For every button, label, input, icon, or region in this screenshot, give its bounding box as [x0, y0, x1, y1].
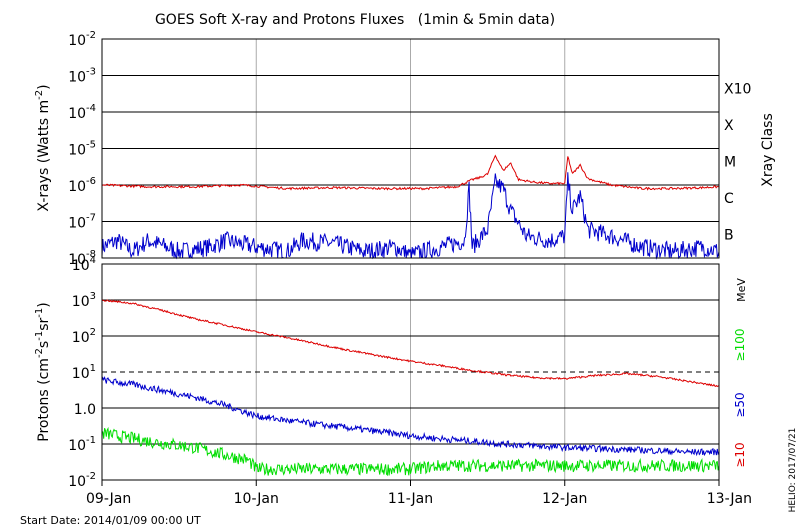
chart-title: GOES Soft X-ray and Protons Fluxes (1min…: [155, 12, 555, 28]
xray-y-axis-label: X-rays (Watts m-2): [34, 84, 52, 211]
proton-y-tick-exponent: 1: [90, 363, 96, 374]
xray-y-tick-label: 10-3: [68, 67, 96, 86]
start-date-label: Start Date: 2014/01/09 00:00 UT: [20, 514, 201, 527]
proton-energy-unit-label: MeV: [735, 278, 748, 302]
xray-y-tick-base: 10: [68, 70, 86, 86]
xray-y-tick-exponent: -8: [86, 249, 96, 260]
proton-y-axis-label: Protons (cm-2s-1sr-1): [34, 302, 52, 441]
xray-y-tick-exponent: -5: [86, 140, 96, 151]
xray-y-tick-base: 10: [68, 106, 86, 122]
x-tick-label: 09-Jan: [86, 491, 131, 507]
proton-y-tick-label: 10-1: [68, 435, 96, 454]
xray-long-channel-line: [101, 154, 720, 191]
xray-class-axis-label: Xray Class: [760, 113, 776, 187]
xray-y-tick-exponent: -2: [86, 30, 96, 41]
xray-series: [101, 154, 720, 260]
x-tick-label: 13-Jan: [707, 491, 752, 507]
xray-class-x10: X10: [724, 82, 751, 98]
legend-entry: ≥100: [733, 329, 747, 362]
proton-legend: ≥100 ≥50 ≥10: [733, 329, 747, 468]
xray-y-tick-labels: 10-210-310-410-510-610-710-8: [68, 30, 96, 268]
xray-y-tick-label: 10-4: [68, 103, 96, 122]
x-tick-label: 10-Jan: [234, 491, 279, 507]
proton-100mev-line: [101, 426, 720, 477]
xray-y-tick-label: 10-5: [68, 140, 96, 159]
proton-y-tick-label: 102: [72, 327, 96, 346]
proton-y-tick-base: 10: [72, 366, 90, 382]
xray-class-m: M: [724, 155, 736, 171]
x-tick-label: 11-Jan: [388, 491, 433, 507]
proton-10mev-line: [101, 299, 720, 388]
proton-y-tick-label: 10-2: [68, 471, 96, 490]
proton-y-tick-label: 103: [72, 291, 96, 310]
xray-class-b: B: [724, 228, 734, 244]
legend-entry: ≥50: [733, 392, 747, 417]
xray-y-tick-base: 10: [68, 216, 86, 232]
xray-y-tick-label: 10-6: [68, 176, 96, 195]
proton-50mev-line: [101, 376, 720, 457]
xray-y-tick-label: 10-8: [68, 249, 96, 268]
proton-y-tick-exponent: 4: [90, 255, 96, 266]
proton-y-tick-exponent: 2: [90, 327, 96, 338]
proton-y-tick-base: 10: [72, 258, 90, 274]
proton-y-tick-base: 1.0: [74, 402, 96, 418]
xray-y-tick-exponent: -6: [86, 176, 96, 187]
xray-y-tick-label: 10-7: [68, 213, 96, 232]
proton-y-tick-exponent: -1: [86, 435, 96, 446]
xray-y-tick-exponent: -3: [86, 67, 96, 78]
proton-x-tick-labels: 09-Jan 10-Jan 11-Jan 12-Jan 13-Jan: [86, 480, 752, 507]
xray-y-tick-base: 10: [68, 179, 86, 195]
xray-class-labels: X10 X M C B: [724, 82, 751, 244]
proton-y-tick-label: 104: [72, 255, 96, 274]
legend-entry: ≥10: [733, 442, 747, 467]
xray-y-tick-exponent: -7: [86, 213, 96, 224]
xray-grid: [102, 39, 719, 258]
proton-y-tick-label: 1.0: [74, 402, 96, 418]
xray-y-tick-base: 10: [68, 33, 86, 49]
proton-y-tick-base: 10: [68, 474, 86, 490]
proton-y-tick-label: 101: [72, 363, 96, 382]
proton-series: [101, 299, 720, 477]
xray-plot-frame: [101, 38, 720, 259]
xray-short-channel-line: [101, 172, 720, 260]
proton-y-tick-base: 10: [72, 330, 90, 346]
proton-y-tick-exponent: -2: [86, 471, 96, 482]
x-tick-label: 12-Jan: [542, 491, 587, 507]
xray-class-c: C: [724, 191, 734, 207]
xray-y-tick-exponent: -4: [86, 103, 96, 114]
proton-y-tick-exponent: 3: [90, 291, 96, 302]
helio-credit: HELIO: 2017/07/21: [788, 428, 798, 513]
xray-y-tick-base: 10: [68, 252, 86, 268]
proton-y-tick-base: 10: [72, 294, 90, 310]
proton-y-tick-base: 10: [68, 438, 86, 454]
xray-y-tick-label: 10-2: [68, 30, 96, 49]
xray-y-tick-base: 10: [68, 143, 86, 159]
proton-grid: [102, 264, 719, 480]
xray-class-x: X: [724, 118, 734, 134]
